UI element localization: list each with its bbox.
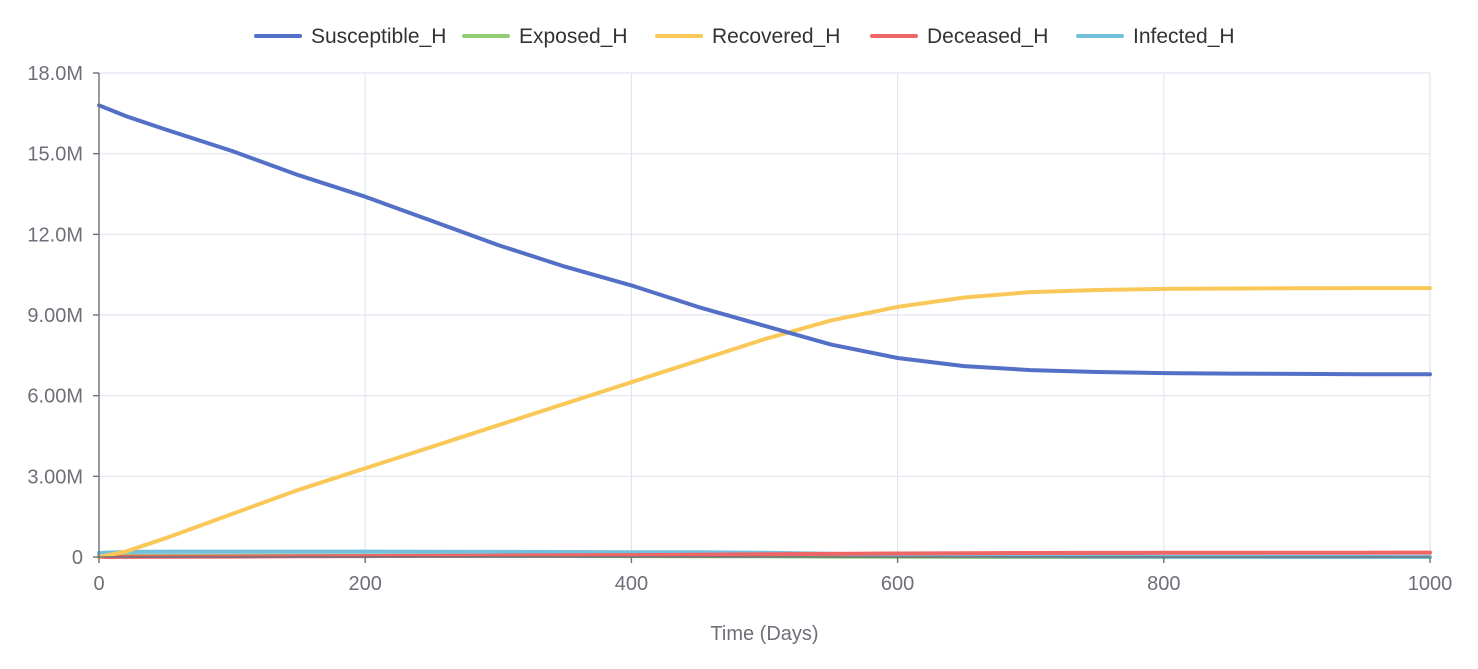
y-tick-label: 15.0M (27, 144, 83, 166)
y-tick-label: 3.00M (27, 466, 83, 488)
x-axis-title: Time (Days) (710, 623, 818, 645)
series-lines (97, 103, 1432, 559)
legend-item-recovered-h[interactable]: Recovered_H (655, 25, 840, 48)
x-tick-label: 1000 (1408, 573, 1453, 595)
grid (99, 72, 1431, 557)
x-tick-label: 800 (1147, 573, 1180, 595)
legend-label: Recovered_H (712, 25, 840, 48)
y-tick-label: 6.00M (27, 386, 83, 408)
legend-item-infected-h[interactable]: Infected_H (1076, 25, 1235, 48)
y-tick-label: 0 (72, 547, 83, 569)
y-tick-label: 9.00M (27, 305, 83, 327)
legend: Susceptible_H Exposed_H Recovered_H Decease… (254, 25, 1235, 48)
y-tick-label: 12.0M (27, 224, 83, 246)
x-tick-label: 400 (615, 573, 648, 595)
legend-item-deceased-h[interactable]: Deceased_H (870, 25, 1048, 48)
legend-label: Infected_H (1133, 25, 1235, 48)
series-line-susceptible-h (97, 103, 1432, 377)
axes: 0 3.00M 6.00M 9.00M 12.0M 15.0M 18.0M 0 200 400 60… (27, 63, 1452, 595)
y-tick-label: 18.0M (27, 63, 83, 85)
x-tick-label: 0 (93, 573, 104, 595)
x-tick-label: 600 (881, 573, 914, 595)
legend-label: Deceased_H (927, 25, 1048, 48)
x-tick-label: 200 (349, 573, 382, 595)
series-line-recovered-h (97, 286, 1432, 559)
legend-label: Susceptible_H (311, 25, 446, 48)
legend-item-exposed-h[interactable]: Exposed_H (462, 25, 628, 48)
legend-item-susceptible-h[interactable]: Susceptible_H (254, 25, 446, 48)
legend-label: Exposed_H (519, 25, 628, 48)
